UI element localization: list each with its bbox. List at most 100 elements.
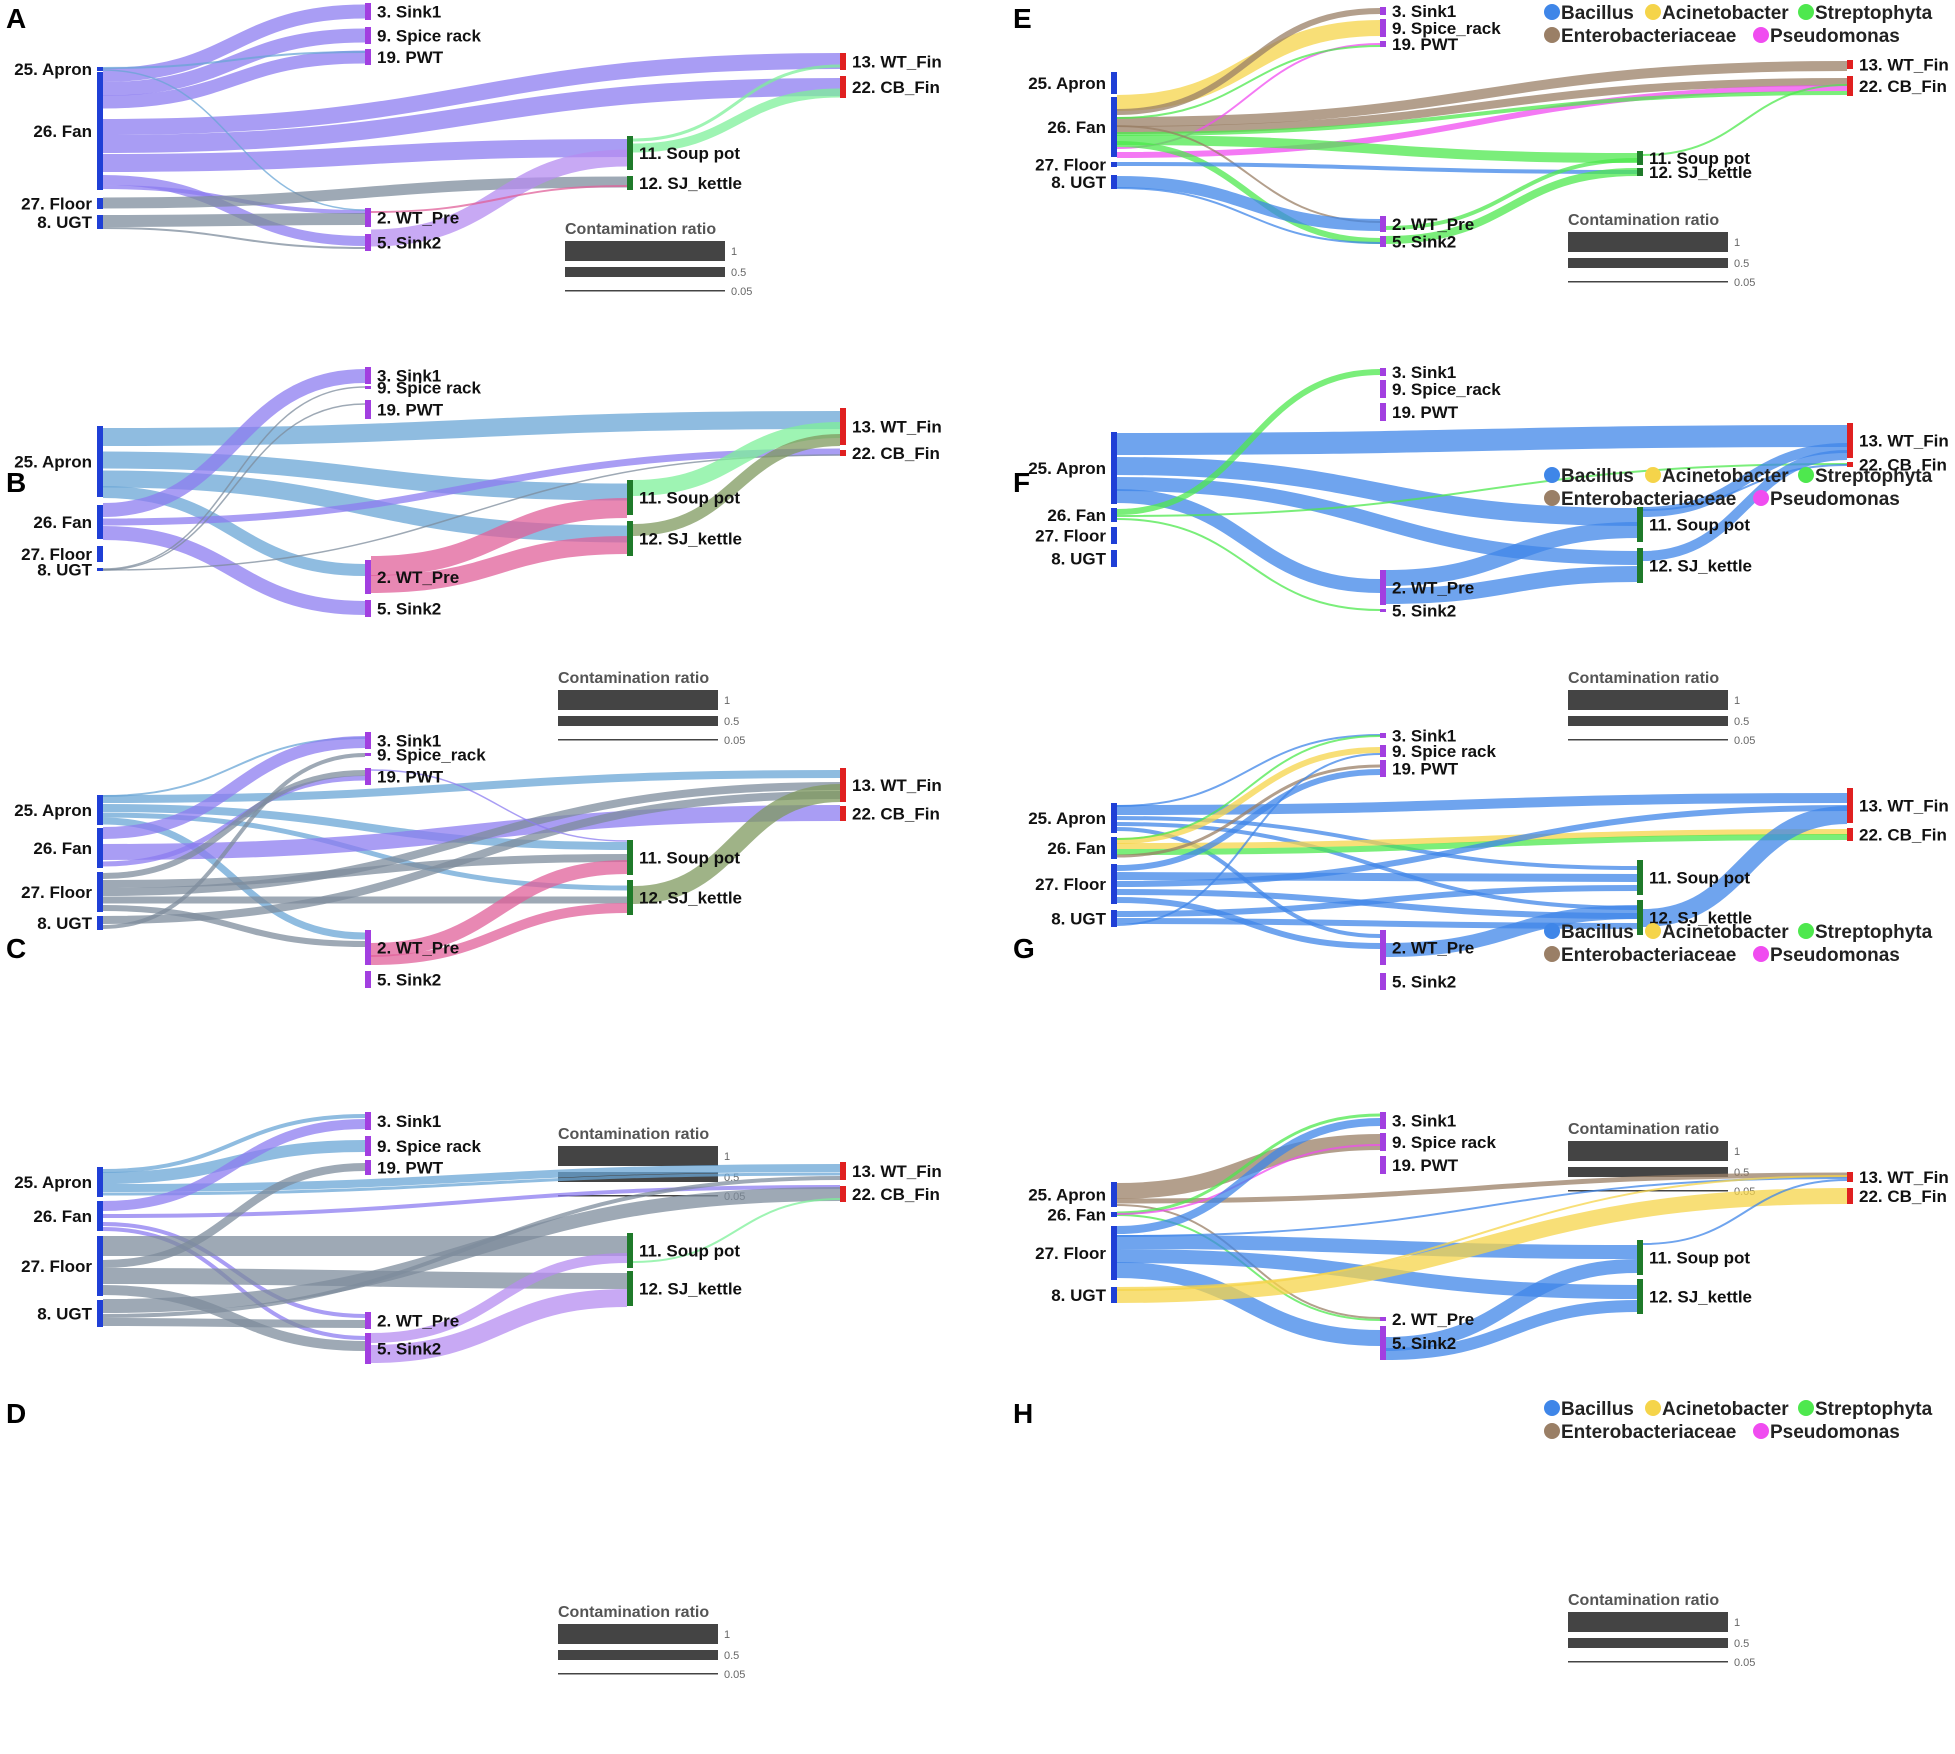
legend-bar [565,290,725,292]
node-bar-spice [1380,380,1386,398]
flow-link-ugt-to-cbfin [102,1187,841,1313]
node-label-wtpre: 2. WT_Pre [377,1312,459,1331]
panel-d: D 25. Apron 26. Fan 27. Floor 8. UGT 3. Sink1… [6,1112,942,1681]
flow-link-sink2-to-kettle [370,1289,628,1363]
node-bar-wtfin [1847,788,1853,823]
node-bar-wtfin [1847,423,1853,458]
flow-link-ugt-to-wtpre [102,1318,366,1328]
flow-link-fan-to-pwt [1116,764,1381,858]
legend-tick: 0.05 [724,735,745,747]
taxa-legend: Bacillus Acinetobacter Streptophyta Enterob… [1544,3,1933,47]
node-bar-sink1 [365,1112,371,1130]
node-label-wtfin: 13. WT_Fin [852,53,942,72]
node-bar-kettle [1637,168,1643,176]
flow-link-fan-to-spice [102,28,366,96]
node-label-spice: 9. Spice rack [377,27,482,46]
node-label-ugt: 8. UGT [1051,910,1106,929]
node-bar-wtpre [365,930,371,965]
node-label-sink2: 5. Sink2 [377,971,441,990]
node-label-soup: 11. Soup pot [639,489,740,508]
legend-bar [1568,258,1728,268]
node-bar-wtfin [840,408,846,445]
node-label-spice: 9. Spice_rack [1392,380,1501,399]
flow-link-ugt-to-wtfin [102,791,841,924]
node-bar-wtpre [1380,216,1386,232]
flow-links [1116,734,1848,957]
legend-title: Contamination ratio [565,221,716,238]
node-bar-kettle [1637,1279,1643,1314]
taxa-label: Enterobacteriaceae [1561,26,1736,47]
legend-bar [1568,1167,1728,1177]
node-label-ugt: 8. UGT [1051,173,1106,192]
node-label-wtfin: 13. WT_Fin [1859,797,1949,816]
legend-tick: 1 [1734,695,1740,707]
node-bar-ugt [1111,1287,1117,1303]
node-label-pwt: 19. PWT [1392,403,1459,422]
node-label-floor: 27. Floor [1035,875,1106,894]
node-bar-floor [97,872,103,912]
node-bar-sink1 [1380,733,1386,738]
flow-link-wtpre-to-soup [370,860,628,957]
node-bar-kettle [627,1271,633,1306]
legend-tick: 0.05 [731,286,752,298]
flow-link-ugt-to-sink2 [102,227,366,249]
flow-link-apron-to-soup [1116,457,1638,526]
taxa-label: Enterobacteriaceae [1561,945,1736,966]
node-label-floor: 27. Floor [1035,1244,1106,1263]
taxa-label: Streptophyta [1815,922,1933,943]
node-label-wtfin: 13. WT_Fin [852,418,942,437]
node-label-floor: 27. Floor [21,195,92,214]
taxa-label: Bacillus [1561,466,1634,487]
legend-bar [1568,690,1728,710]
node-label-kettle: 12. SJ_kettle [1649,163,1752,182]
taxa-label: Bacillus [1561,922,1634,943]
legend-tick: 1 [1734,1146,1740,1158]
flow-link-ugt-to-spice [1116,753,1381,926]
taxa-label: Bacillus [1561,1399,1634,1420]
node-label-sink1: 3. Sink1 [1392,363,1456,382]
taxa-label: Acinetobacter [1662,466,1789,487]
node-bar-fan [97,72,103,190]
taxa-label: Streptophyta [1815,466,1933,487]
flow-link-apron-to-wtfin [1116,425,1848,455]
taxa-swatch-enterobacteriaceae [1544,1423,1560,1439]
node-label-kettle: 12. SJ_kettle [1649,909,1752,928]
flow-link-wtpre-to-soup [1385,158,1638,230]
node-bar-sink1 [365,367,371,384]
node-bar-sink2 [1380,973,1386,990]
node-label-kettle: 12. SJ_kettle [1649,1288,1752,1307]
flow-link-fan-to-sink1 [1116,8,1381,115]
legend-bar [1568,1141,1728,1161]
node-label-sink1: 3. Sink1 [1392,1112,1456,1131]
node-label-floor: 27. Floor [1035,527,1106,546]
node-label-wtpre: 2. WT_Pre [377,939,459,958]
node-bar-sink1 [1380,7,1386,15]
panel-letter: C [6,933,26,964]
node-bar-floor [1111,864,1117,904]
flow-link-floor-to-pwt [1116,769,1381,871]
flow-link-wtpre-to-soup [1385,522,1638,586]
taxa-swatch-acinetobacter [1645,467,1661,483]
flow-link-fan-to-cbfin [102,448,841,526]
node-bar-sink1 [365,732,371,749]
node-label-wtpre: 2. WT_Pre [1392,215,1474,234]
legend-bar [1568,716,1728,726]
flow-link-fan-to-sink1 [102,369,366,517]
flow-link-fan-to-spice [1116,747,1381,844]
legend-bar [565,241,725,261]
node-label-sink2: 5. Sink2 [377,600,441,619]
flow-link-ugt-to-wtfin [1116,1175,1848,1291]
node-label-sink2: 5. Sink2 [1392,602,1456,621]
legend-tick: 1 [1734,237,1740,249]
node-bar-fan [1111,1212,1117,1217]
node-label-fan: 26. Fan [33,122,92,141]
node-bar-apron [97,67,103,71]
flow-link-fan-to-cbfin [1116,85,1848,158]
flow-link-fan-to-pwt [102,50,366,109]
node-label-sink2: 5. Sink2 [1392,233,1456,252]
panel-letter: G [1013,933,1035,964]
node-bar-fan [1111,508,1117,522]
node-bar-kettle [627,521,633,556]
taxa-swatch-acinetobacter [1645,923,1661,939]
flow-links [1116,369,1848,611]
